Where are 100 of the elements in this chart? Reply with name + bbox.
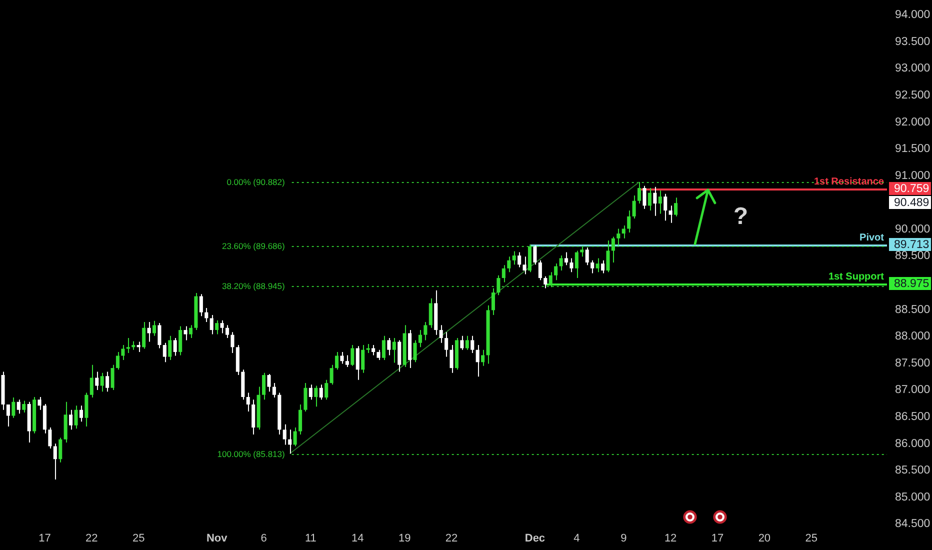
candlestick [606,240,610,273]
y-tick-label: 90.000 [895,223,930,236]
candlestick [220,320,224,334]
y-tick-label: 91.500 [895,143,930,156]
candlestick [246,392,250,412]
candlestick [319,384,323,400]
candlestick [444,332,448,358]
candlestick [632,194,636,220]
candlestick [356,346,360,380]
candlestick [559,255,563,272]
y-tick-label: 86.500 [895,410,930,423]
candlestick [22,400,26,414]
ref-line-label: 1st Support [828,271,885,282]
candlestick [215,320,219,335]
candlestick [304,382,308,412]
candlestick [147,321,151,342]
candlestick [590,260,594,274]
candlestick [533,244,537,266]
candlestick [90,364,94,398]
y-tick-label: 92.000 [895,116,930,128]
candlestick [204,308,208,322]
candlestick [554,263,558,281]
candlestick [6,404,10,427]
candlestick [48,427,52,449]
candlestick [38,396,42,410]
y-tick-label: 89.500 [895,250,930,262]
candlestick [121,344,125,361]
candlestick [465,335,469,350]
x-tick-label: 9 [620,532,627,545]
candlestick [439,324,443,344]
candlestick [611,236,615,263]
candlestick [162,342,166,363]
candlestick [668,205,672,224]
x-tick-label: 6 [260,532,267,545]
candlestick [616,228,620,246]
y-tick-label: 94.000 [895,9,930,22]
y-tick-label: 87.500 [895,357,930,370]
candlestick [518,252,522,268]
annotation: 90.759 [894,183,930,196]
x-tick-label: 4 [574,532,580,545]
ref-line-label: Pivot [860,232,885,244]
candlestick [350,344,354,366]
candlestick [12,397,16,418]
candlestick [522,256,526,275]
y-tick-label: 93.500 [895,36,930,48]
candlestick [642,185,646,210]
candlestick [376,349,380,361]
ref-line-label: 38.20% (88.945) [222,280,286,291]
x-tick-label: 14 [352,532,364,545]
candlestick [324,379,328,400]
y-tick-label: 91.000 [895,170,930,182]
candlestick [548,272,552,288]
candlestick [413,340,417,363]
candlestick [340,351,344,364]
candlestick [382,335,386,361]
candlestick [110,364,114,391]
candlestick [664,193,668,222]
y-tick-label: 86.000 [895,438,930,450]
candlestick [574,250,578,279]
candlestick [564,252,568,266]
candlestick [512,250,516,266]
candlestick [126,338,130,354]
candlestick [544,276,548,289]
candlestick [330,364,334,386]
candlestick [470,335,474,354]
x-tick-label: 20 [758,532,771,545]
x-tick-label: 25 [132,532,145,545]
candlestick [293,427,297,447]
candlestick [460,335,464,350]
candlestick [648,187,652,211]
candlestick [638,181,642,204]
x-tick-label: 12 [664,532,677,545]
candlestick [502,264,506,283]
candlestick [538,260,542,281]
candlestick [230,332,234,354]
candlestick [142,321,146,350]
candlestick [314,385,318,408]
ref-line-label: 0.00% (90.882) [226,176,286,187]
candlestick [428,298,432,328]
x-tick-label: 17 [711,532,724,545]
ref-line-label: 23.60% (89.686) [222,240,286,251]
y-tick-label: 85.000 [895,491,930,504]
candlestick [184,326,188,341]
y-tick-label: 85.500 [895,464,930,477]
annotation: ? [733,203,748,230]
ref-line-label: 1st Resistance [814,176,884,188]
candlestick [225,324,230,339]
candlestick [491,288,496,316]
candlestick [600,260,605,274]
candlestick [622,225,626,239]
candlestick [585,246,589,266]
candlestick [627,210,631,233]
candlestick [481,349,485,366]
candlestick [252,399,256,436]
y-tick-label: 92.500 [895,89,930,102]
x-tick-label: 25 [805,532,818,545]
candlestick [476,344,480,378]
candlestick [69,409,73,430]
ref-line-label: 100.00% (85.813) [217,448,286,459]
candlestick [267,373,271,392]
